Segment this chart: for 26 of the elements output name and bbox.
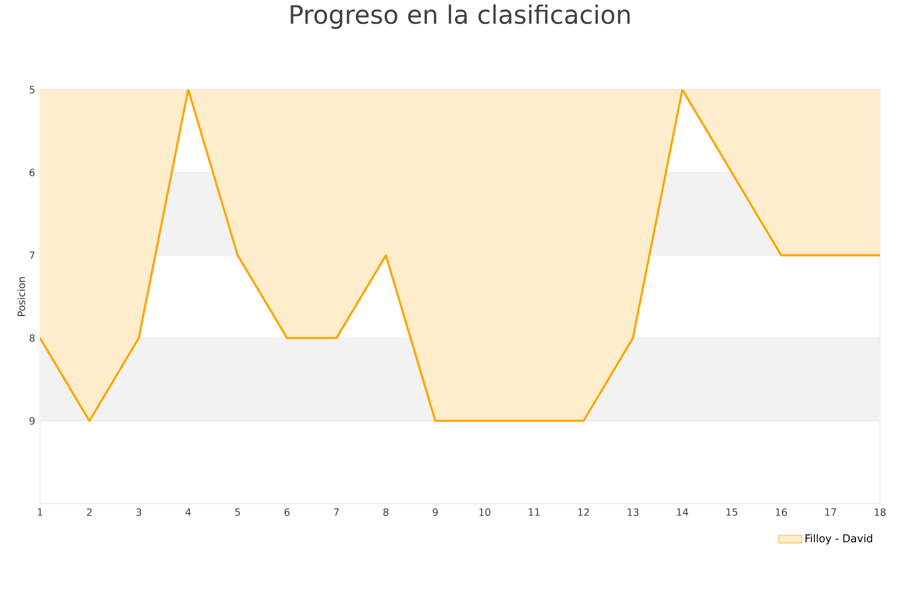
y-axis-title: Posicion	[17, 277, 26, 316]
x-tick-label: 11	[528, 508, 540, 516]
x-tick-label: 10	[479, 508, 490, 516]
y-tick-label: 5	[30, 86, 34, 94]
x-tick-label: 17	[825, 508, 836, 516]
y-tick-label: 8	[30, 334, 35, 342]
x-tick-label: 16	[776, 508, 787, 516]
x-tick-label: 4	[186, 508, 191, 516]
chart-title: Progreso en la clasificacion	[290, 4, 630, 30]
y-tick-label: 9	[30, 417, 35, 425]
x-tick-label: 7	[334, 508, 339, 516]
y-tick-label: 6	[30, 168, 35, 176]
x-tick-label: 6	[284, 508, 290, 516]
x-tick-label: 1	[38, 508, 42, 516]
x-tick-label: 14	[677, 508, 688, 516]
legend-label: Filloy - David	[806, 534, 872, 545]
x-tick-label: 15	[726, 508, 738, 516]
x-tick-label: 18	[874, 508, 886, 516]
x-tick-label: 5	[235, 508, 240, 516]
x-tick-label: 13	[628, 508, 638, 516]
x-tick-label: 8	[383, 508, 388, 516]
x-tick-label: 3	[136, 508, 142, 516]
x-tick-label: 9	[432, 508, 438, 516]
y-tick-label: 7	[30, 252, 34, 260]
x-tick-label: 12	[578, 508, 589, 516]
x-tick-label: 2	[86, 508, 92, 516]
